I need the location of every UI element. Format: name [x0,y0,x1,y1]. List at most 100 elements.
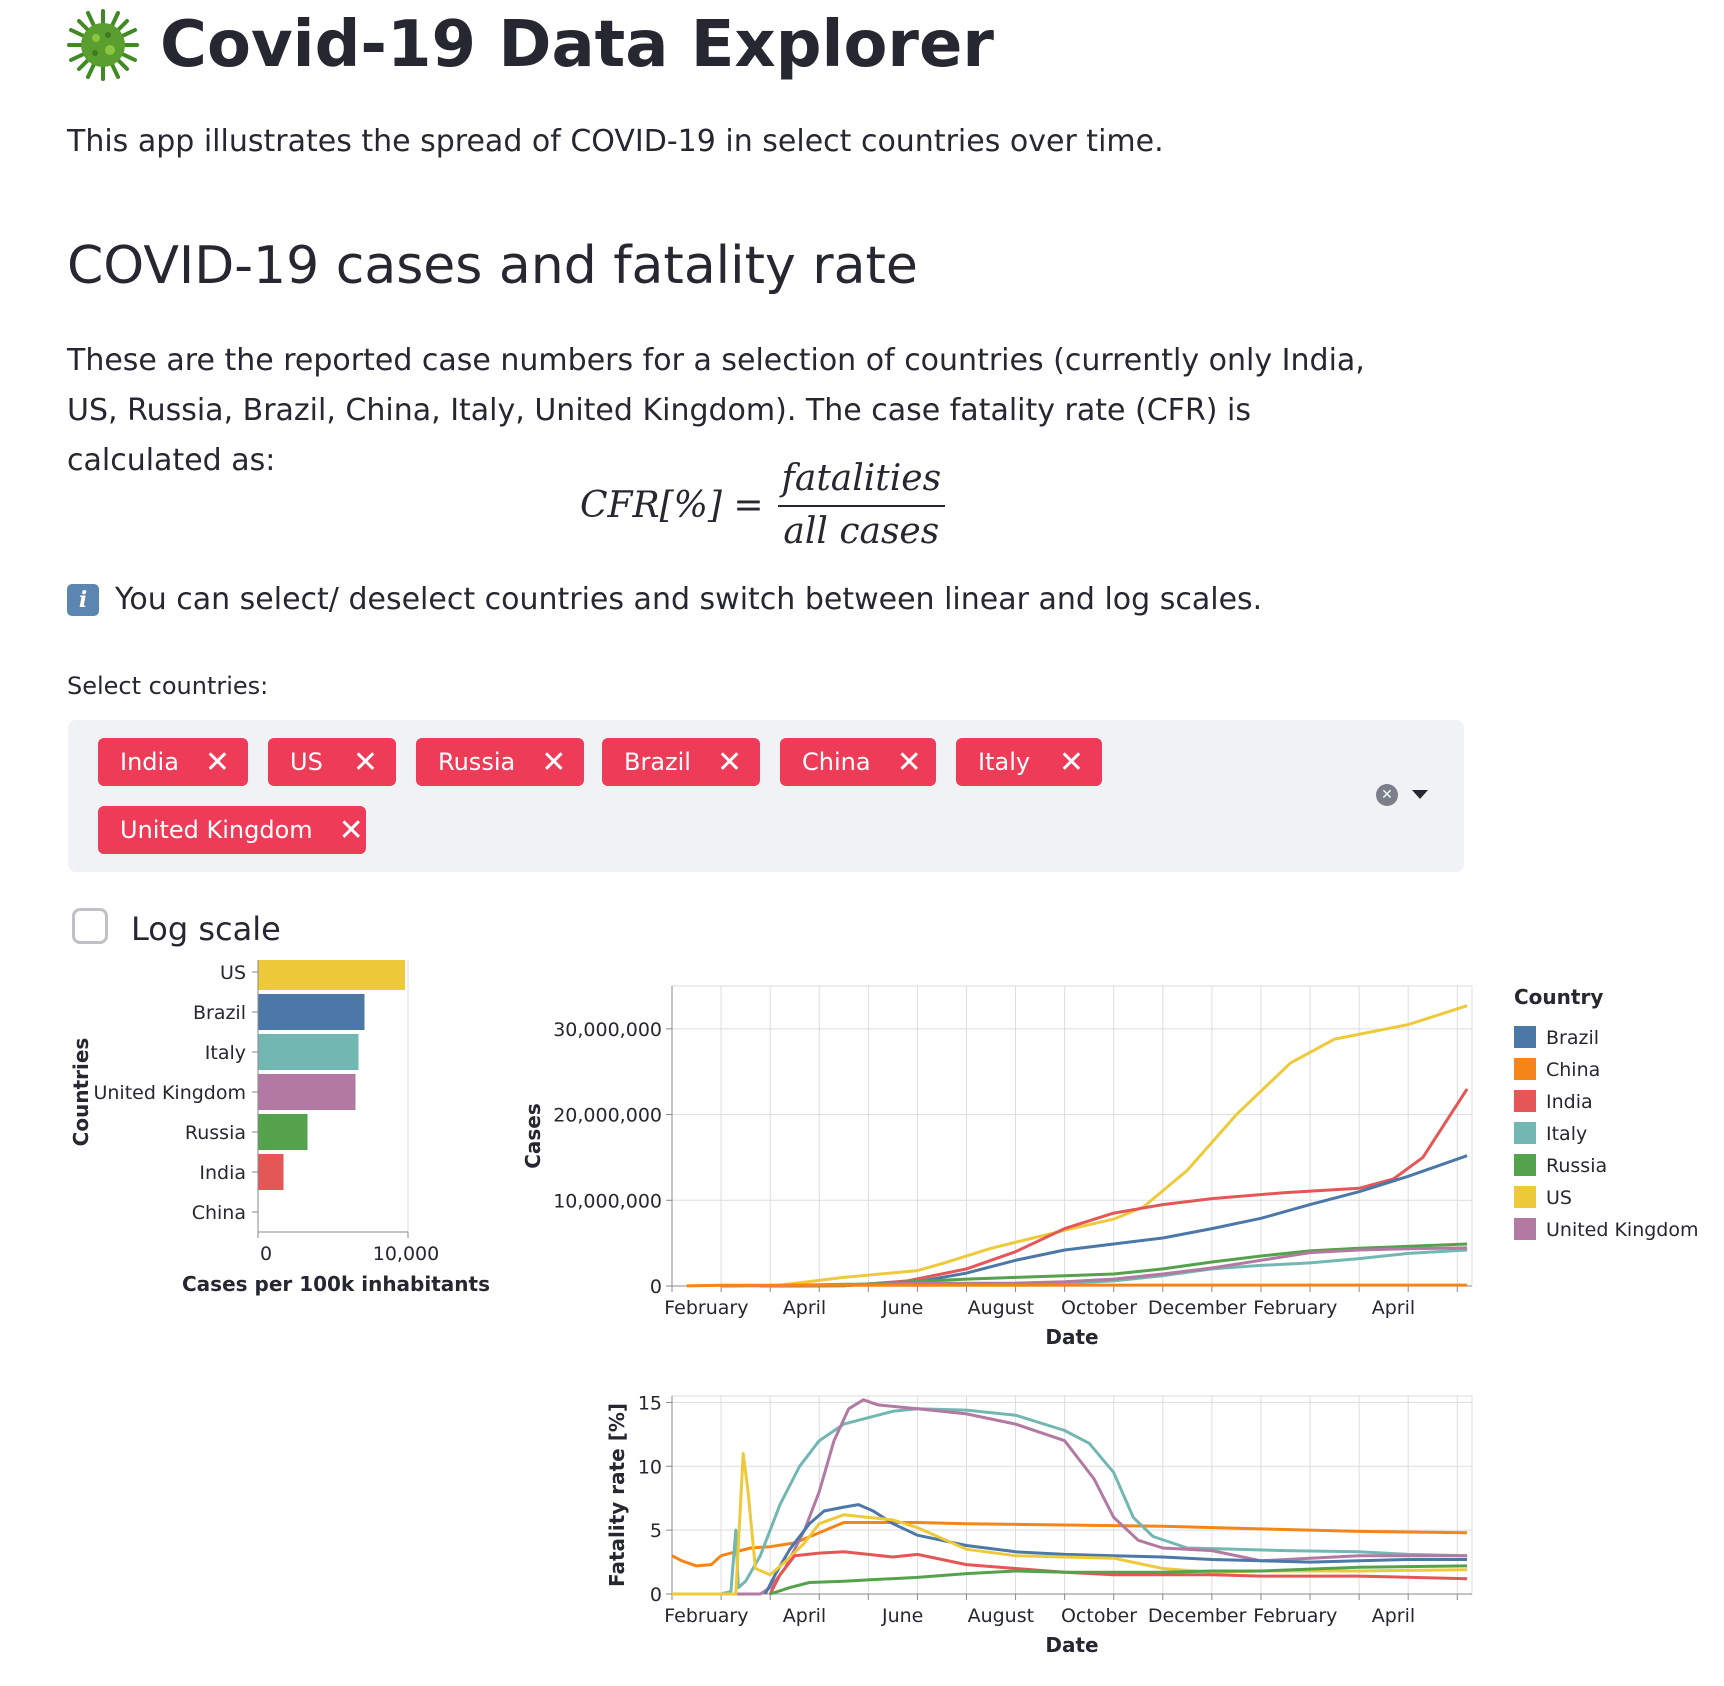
series-line-china [686,1283,1468,1288]
remove-tag-icon[interactable]: ✕ [204,744,231,780]
x-tick-label: October [1061,1605,1137,1627]
legend-swatch [1514,1058,1536,1080]
info-icon: i [67,583,99,616]
fatality-rate-line-chart: 0 5 10 15 February April June August October Dece… [605,1392,1473,1657]
series-line-brazil [770,1154,1468,1288]
x-tick-label: February [664,1605,748,1627]
cases-per-100k-bar-chart: US Brazil Italy United Kingdom Russia India Ch… [69,960,490,1296]
legend-title: Country [1514,985,1603,1009]
legend-label: China [1546,1059,1600,1081]
bar-category-label: Russia [185,1122,246,1144]
clear-all-icon[interactable]: ✕ [1376,784,1398,806]
series-line-united-kingdom [721,1246,1468,1288]
y-tick-label: 30,000,000 [553,1019,662,1041]
series-line-brazil [763,1503,1468,1595]
tag-label: US [290,748,323,776]
bar-category-label: Italy [205,1042,246,1064]
x-tick-label: February [1253,1605,1337,1627]
country-multiselect[interactable]: India ✕ US ✕ Russia ✕ Brazil ✕ China ✕ I… [68,720,1464,872]
tag-label: India [120,748,179,776]
x-tick-label: August [968,1297,1035,1319]
tag-label: United Kingdom [120,816,313,844]
bar [258,1034,359,1070]
plot-frame [671,985,1473,1287]
x-tick-label: June [881,1297,923,1319]
y-tick-label: 10,000,000 [553,1190,662,1212]
bar [258,1114,308,1150]
legend-label: US [1546,1187,1572,1209]
formula-numerator: fatalities [777,458,946,507]
section-paragraph: These are the reported case numbers for … [67,343,1365,478]
bar-x-tick-label: 0 [260,1243,272,1265]
x-tick-label: April [783,1297,826,1319]
remove-tag-icon[interactable]: ✕ [541,744,567,780]
formula-fraction: fatalities all cases [777,458,946,552]
y-tick-label: 0 [650,1276,662,1298]
tag-label: Russia [438,748,516,776]
legend-label: India [1546,1091,1593,1113]
x-tick-label: June [881,1605,923,1627]
legend-swatch [1514,1218,1536,1240]
x-tick-label: October [1061,1297,1137,1319]
tag-label: Italy [978,748,1031,776]
cfr-formula: CFR[%] = fatalities all cases [580,458,946,552]
remove-tag-icon[interactable]: ✕ [1058,744,1084,780]
title-text: Covid-19 Data Explorer [160,8,994,82]
remove-tag-icon[interactable]: ✕ [352,744,378,780]
x-tick-label: April [783,1605,826,1627]
x-tick-label: April [1372,1605,1415,1627]
legend-swatch [1514,1122,1536,1144]
tag-russia: Russia ✕ [416,738,584,786]
info-text: You can select/ deselect countries and s… [115,582,1263,617]
section-heading: COVID-19 cases and fatality rate [67,236,918,296]
bar-y-axis-title: Countries [69,1038,93,1147]
tag-china: China ✕ [780,738,936,786]
bar [258,960,405,990]
tag-label: China [802,748,871,776]
log-scale-label: Log scale [131,910,281,948]
legend-label: Russia [1546,1155,1607,1177]
tag-united-kingdom: United Kingdom ✕ [98,806,366,854]
y-tick-label: 10 [638,1456,662,1478]
series-line-italy [720,1407,1468,1596]
select-countries-label: Select countries: [67,672,269,700]
tag-label: Brazil [624,748,691,776]
tag-italy: Italy ✕ [956,738,1102,786]
tag-us: US ✕ [268,738,396,786]
y-tick-label: 5 [650,1520,662,1542]
series-line-india [768,1550,1468,1595]
info-note: i You can select/ deselect countries and… [67,582,1262,617]
bar-category-label: United Kingdom [93,1082,246,1104]
remove-tag-icon[interactable]: ✕ [716,744,743,780]
bar-category-label: Brazil [193,1002,246,1024]
bar-x-axis-title: Cases per 100k inhabitants [182,1272,490,1296]
remove-tag-icon[interactable]: ✕ [896,744,922,780]
bar-category-label: US [220,962,246,984]
x-axis-title: Date [1045,1633,1098,1657]
series-line-russia [769,1564,1468,1596]
bar [258,1154,284,1190]
y-axis-title: Cases [521,1103,545,1169]
formula-lhs: CFR[%] = [580,484,764,526]
y-tick-label: 20,000,000 [553,1105,662,1127]
x-tick-label: February [1253,1297,1337,1319]
x-tick-label: December [1148,1605,1247,1627]
app-title: Covid-19 Data Explorer [66,8,994,82]
y-tick-label: 15 [638,1392,662,1414]
legend-swatch [1514,1186,1536,1208]
legend-swatch [1514,1154,1536,1176]
x-tick-label: April [1372,1297,1415,1319]
cases-line-chart: 0 10,000,000 20,000,000 30,000,000 February A… [521,985,1473,1349]
virus-icon [67,9,139,81]
legend-swatch [1514,1090,1536,1112]
bar [258,994,365,1030]
plot-frame [671,1395,1473,1595]
x-tick-label: February [664,1297,748,1319]
log-scale-checkbox[interactable] [72,908,108,944]
chevron-down-icon[interactable] [1412,790,1428,799]
x-axis-title: Date [1045,1325,1098,1349]
legend-label: Italy [1546,1123,1587,1145]
series-line-us [672,1452,1468,1596]
remove-tag-icon[interactable]: ✕ [338,812,364,848]
bar-category-label: India [199,1162,246,1184]
